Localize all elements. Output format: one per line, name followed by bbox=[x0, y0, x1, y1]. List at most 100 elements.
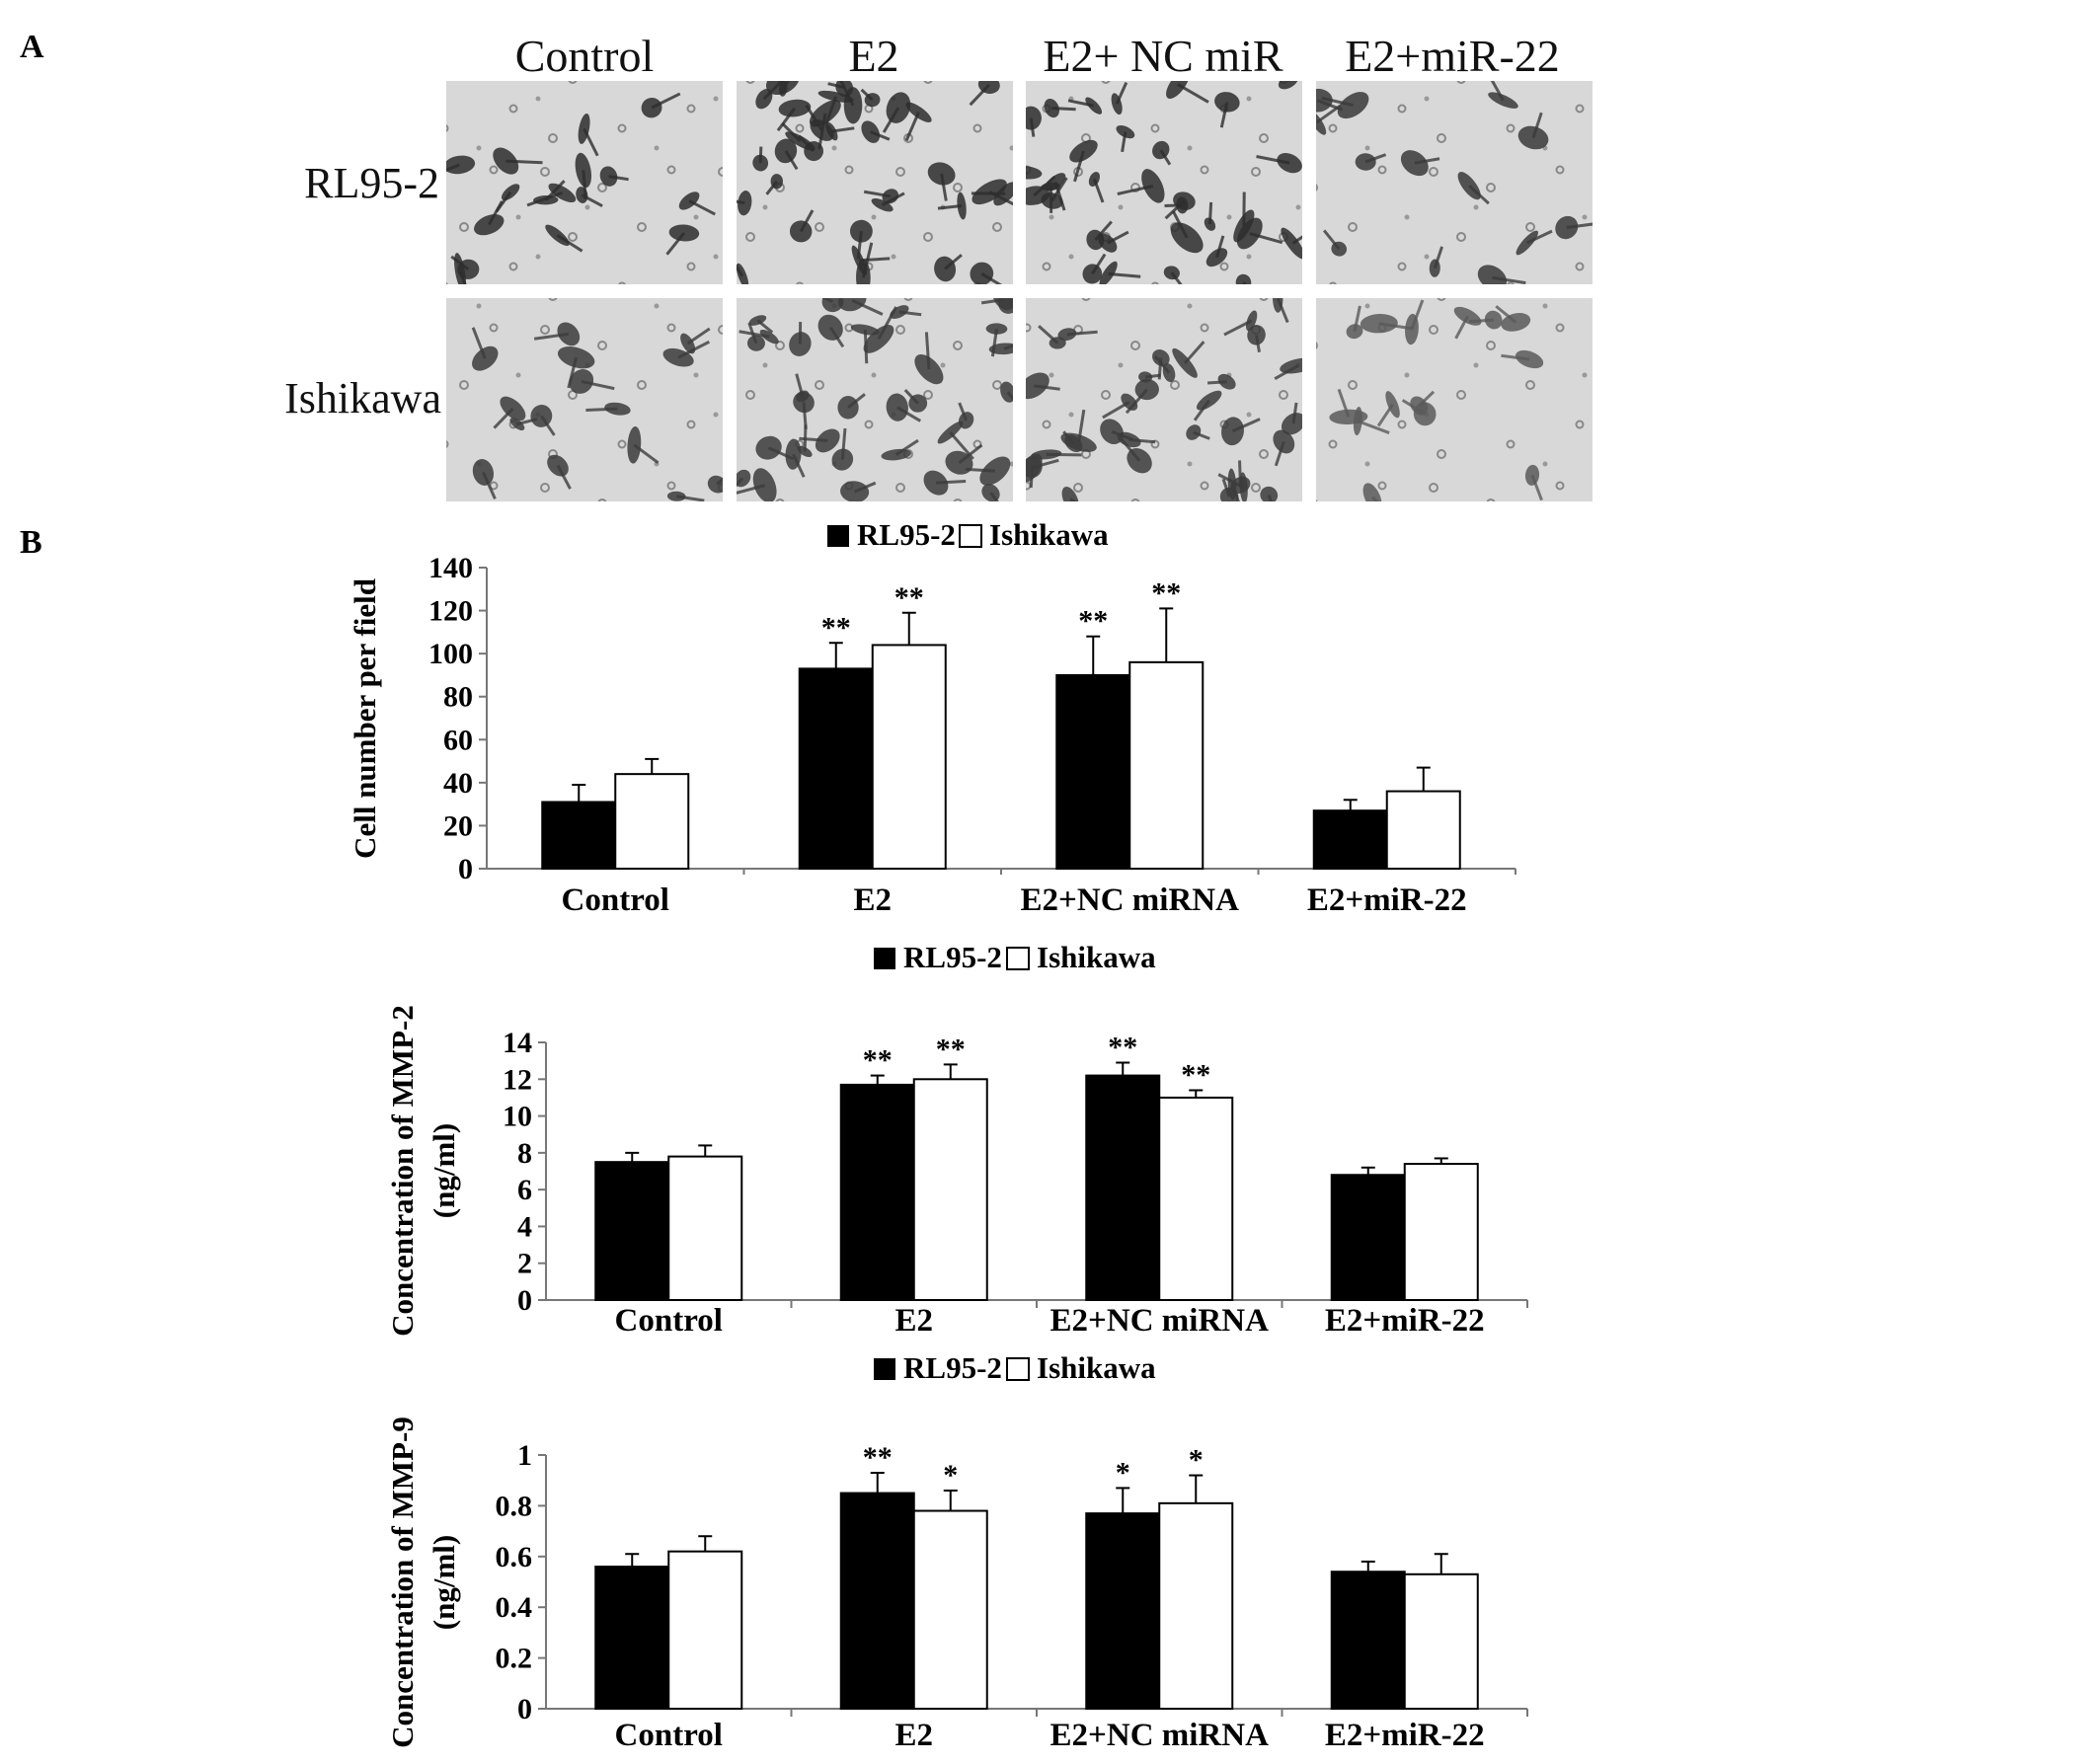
stained-cell bbox=[1085, 97, 1103, 115]
y-axis-label: Concentration of MMP-9 bbox=[385, 1417, 420, 1748]
cell-process bbox=[1159, 149, 1172, 166]
stained-cell bbox=[1170, 222, 1204, 254]
cell-process bbox=[556, 234, 583, 253]
cell-process bbox=[737, 264, 744, 277]
bar-rl95 bbox=[594, 1161, 670, 1302]
cell-process bbox=[882, 107, 900, 133]
x-category-label: E2+NC miRNA bbox=[1050, 1303, 1270, 1339]
cell-process bbox=[737, 477, 744, 488]
y-tick-label: 80 bbox=[443, 681, 473, 714]
cell-process bbox=[1115, 82, 1128, 105]
cell-process bbox=[1157, 357, 1163, 380]
legend-label-ishikawa: Ishikawa bbox=[1037, 940, 1156, 974]
col-header-e2: E2 bbox=[848, 31, 898, 81]
cell-process bbox=[798, 134, 816, 153]
cell-process bbox=[831, 126, 855, 133]
y-tick-label: 140 bbox=[428, 552, 473, 584]
bar-rl95 bbox=[1330, 1571, 1406, 1710]
cell-process bbox=[1207, 380, 1227, 385]
y-tick-label: 0 bbox=[458, 853, 473, 885]
cell-process bbox=[795, 373, 805, 397]
significance-mark: ** bbox=[936, 1033, 966, 1065]
legend-label-rl95: RL95-2 bbox=[903, 1350, 1002, 1385]
cell-process bbox=[1274, 440, 1285, 467]
significance-mark: ** bbox=[894, 581, 924, 614]
cell-process bbox=[944, 254, 963, 270]
y-tick-label: 1 bbox=[517, 1439, 532, 1472]
legend-swatch-ishikawa bbox=[959, 524, 982, 548]
cell-process bbox=[1410, 299, 1425, 331]
cell-process bbox=[1414, 157, 1440, 165]
cell-process bbox=[1267, 495, 1273, 501]
cell-process bbox=[739, 330, 770, 339]
y-tick-label: 0 bbox=[517, 1693, 532, 1726]
cell-process bbox=[828, 326, 845, 348]
cell-process bbox=[686, 327, 711, 345]
cell-process bbox=[516, 418, 538, 426]
stained-cell bbox=[1488, 92, 1518, 109]
cell-process bbox=[1193, 430, 1210, 440]
cell-process bbox=[1215, 235, 1225, 259]
row-header-rl95: RL95-2 bbox=[304, 159, 439, 207]
stained-cell bbox=[1141, 169, 1165, 203]
y-tick-label: 12 bbox=[503, 1063, 532, 1096]
cell-process bbox=[980, 271, 1003, 284]
bar-rl95 bbox=[1085, 1512, 1161, 1710]
cell-process bbox=[633, 443, 660, 464]
cell-process bbox=[1029, 117, 1036, 137]
legend-label-ishikawa: Ishikawa bbox=[989, 517, 1109, 552]
cell-process bbox=[821, 298, 834, 304]
bar-ishikawa bbox=[1403, 1572, 1479, 1711]
legend: RL95-2 Ishikawa bbox=[827, 517, 1109, 552]
micrograph-tile bbox=[446, 298, 723, 501]
bar-ishikawa bbox=[1403, 1163, 1479, 1301]
cell-process bbox=[1249, 232, 1283, 245]
cell-process bbox=[1038, 325, 1059, 345]
micrograph-background bbox=[1316, 81, 1593, 284]
cell-process bbox=[1094, 220, 1113, 241]
cell-process bbox=[1117, 184, 1154, 195]
cell-process bbox=[446, 163, 460, 172]
legend-swatch-ishikawa bbox=[1006, 1357, 1030, 1381]
cell-process bbox=[1006, 391, 1013, 402]
bar-ishikawa bbox=[912, 1509, 988, 1711]
cell-process bbox=[881, 192, 905, 207]
cell-process bbox=[540, 415, 556, 436]
cell-process bbox=[1077, 409, 1086, 443]
y-axis-label: Cell number per field bbox=[348, 578, 382, 859]
x-category-label: Control bbox=[562, 882, 669, 918]
stained-cell bbox=[871, 198, 894, 212]
x-category-label: E2 bbox=[894, 1303, 933, 1339]
cell-process bbox=[1274, 364, 1299, 380]
cell-process bbox=[1364, 153, 1387, 164]
cell-process bbox=[895, 406, 921, 422]
stained-cells bbox=[446, 92, 716, 284]
legend-label-ishikawa: Ishikawa bbox=[1037, 1350, 1156, 1385]
x-category-label: Control bbox=[615, 1303, 723, 1339]
bar-rl95 bbox=[541, 801, 617, 871]
stained-cell bbox=[927, 162, 956, 186]
stained-cell bbox=[1116, 125, 1135, 139]
cell-process bbox=[716, 477, 723, 486]
cell-process bbox=[1102, 400, 1130, 420]
cell-process bbox=[1490, 81, 1505, 102]
stained-cell bbox=[1477, 265, 1508, 284]
cell-process bbox=[969, 83, 990, 107]
cell-process bbox=[1357, 420, 1390, 434]
stained-cell bbox=[1041, 192, 1063, 209]
x-category-label: E2+miR-22 bbox=[1307, 882, 1467, 918]
y-axis-label: Concentration of MMP-2 bbox=[385, 1005, 420, 1337]
y-tick-label: 0.8 bbox=[496, 1490, 533, 1522]
cell-process bbox=[544, 180, 566, 201]
stained-cell bbox=[861, 120, 881, 143]
cell-process bbox=[1034, 384, 1060, 391]
stained-cell bbox=[1246, 310, 1258, 332]
x-category-label: E2 bbox=[894, 1718, 933, 1753]
y-tick-label: 20 bbox=[443, 809, 473, 842]
stained-cell bbox=[789, 332, 812, 356]
micrograph-tile bbox=[1026, 81, 1302, 284]
col-header-e2-nc: E2+ NC miR bbox=[1043, 31, 1283, 81]
y-tick-label: 0.2 bbox=[496, 1643, 533, 1675]
cell-process bbox=[1255, 335, 1261, 353]
micrograph-tile bbox=[737, 81, 1013, 284]
